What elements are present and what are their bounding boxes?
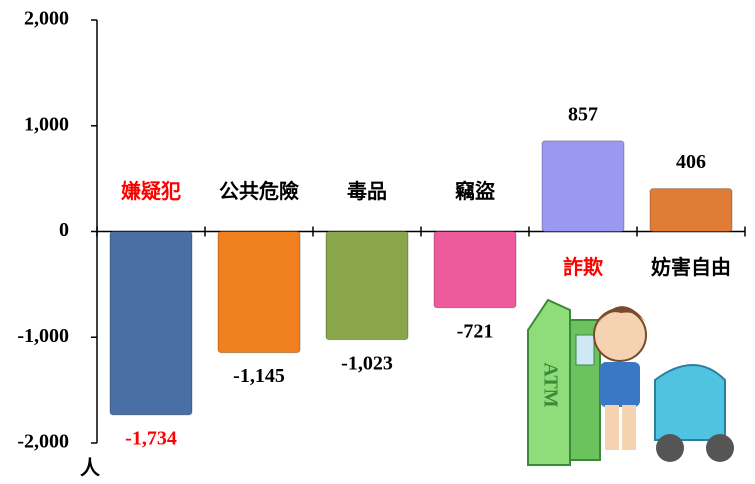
bar xyxy=(326,232,408,340)
y-tick-label: 2,000 xyxy=(24,8,69,30)
bar xyxy=(434,232,516,308)
y-tick-label: -1,000 xyxy=(17,325,69,347)
value-label: -721 xyxy=(457,320,494,342)
bar xyxy=(110,232,192,415)
value-label: 857 xyxy=(568,103,598,125)
bar xyxy=(650,189,732,232)
y-tick-label: 1,000 xyxy=(24,113,69,135)
atm-text: ATM xyxy=(539,362,561,407)
value-label: -1,734 xyxy=(125,427,177,449)
bar xyxy=(542,141,624,232)
x-tick-label: 公共危險 xyxy=(219,179,299,203)
y-tick-label: -2,000 xyxy=(17,431,69,453)
bar xyxy=(218,232,300,353)
value-label: 406 xyxy=(676,151,706,173)
value-label: -1,023 xyxy=(341,352,393,374)
x-tick-label: 毒品 xyxy=(347,179,387,203)
x-tick-label: 竊盜 xyxy=(455,179,496,203)
atm-illustration: ATM xyxy=(528,300,734,465)
value-label: -1,145 xyxy=(233,365,285,387)
y-axis-label: 人 xyxy=(80,457,101,480)
chart: ATM 2,000 1,000 0 -1,000 -2,000 人 -1,734 嫌疑犯 -1,… xyxy=(0,0,755,484)
x-tick-label: 嫌疑犯 xyxy=(121,179,181,203)
y-tick-label: 0 xyxy=(59,219,69,241)
x-tick-label: 妨害自由 xyxy=(651,255,731,279)
x-tick-label: 詐欺 xyxy=(563,255,603,279)
